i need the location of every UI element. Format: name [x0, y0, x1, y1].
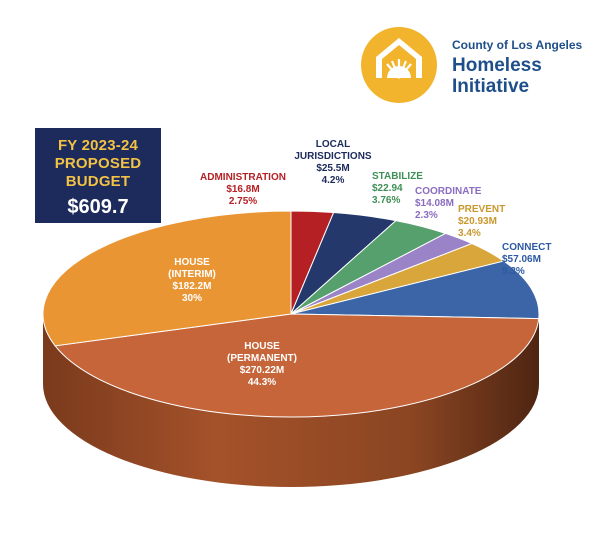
budget-box: FY 2023-24 PROPOSED BUDGET $609.7: [35, 128, 161, 223]
slice-label-2: STABILIZE $22.94 3.76%: [372, 171, 423, 206]
slice-label-line: 9.3%: [502, 266, 525, 277]
slice-label-4: PREVENT $20.93M 3.4%: [458, 204, 505, 239]
budget-line-2: PROPOSED: [54, 155, 142, 172]
slice-label-line: $57.06M: [502, 254, 541, 265]
slice-label-line: $16.8M: [226, 184, 259, 195]
logo-county-text: County of Los Angeles: [452, 38, 583, 52]
budget-amount: $609.7: [67, 196, 129, 218]
slice-label-line: 30%: [182, 293, 202, 304]
slice-label-line: $14.08M: [415, 198, 454, 209]
slice-label-line: ADMINISTRATION: [200, 172, 286, 183]
slice-label-line: LOCAL: [316, 139, 350, 150]
slice-label-line: 2.75%: [229, 196, 257, 207]
slice-label-5: CONNECT $57.06M 9.3%: [502, 242, 551, 277]
slice-label-6: HOUSE (PERMANENT) $270.22M 44.3%: [227, 341, 297, 388]
slice-label-line: 4.2%: [322, 175, 345, 186]
slice-label-line: 3.4%: [458, 228, 481, 239]
slice-label-0: ADMINISTRATION $16.8M 2.75%: [200, 172, 286, 207]
slice-label-line: (INTERIM): [168, 269, 216, 280]
slice-label-line: 44.3%: [248, 377, 276, 388]
slice-label-line: JURISDICTIONS: [294, 151, 372, 162]
slice-label-1: LOCAL JURISDICTIONS $25.5M 4.2%: [294, 139, 372, 186]
slice-label-line: $22.94: [372, 183, 403, 194]
slice-label-line: $25.5M: [316, 163, 349, 174]
slice-label-line: HOUSE: [244, 341, 280, 352]
slice-label-line: STABILIZE: [372, 171, 423, 182]
slice-label-7: HOUSE (INTERIM) $182.2M 30%: [168, 257, 216, 304]
pie-slice-house-permanent: [54, 313, 540, 418]
pie-slice-house-interim: [42, 210, 292, 347]
budget-line-3: BUDGET: [65, 173, 131, 190]
budget-line-1: FY 2023-24: [57, 137, 139, 154]
slice-label-line: $270.22M: [240, 365, 284, 376]
slice-label-line: $20.93M: [458, 216, 497, 227]
sun-house-icon: [361, 27, 437, 103]
slice-label-3: COORDINATE $14.08M 2.3%: [415, 186, 482, 221]
pie-side-wall: [43, 314, 539, 487]
slice-label-line: COORDINATE: [415, 186, 482, 197]
logo-title-text: Homeless Initiative: [452, 55, 542, 97]
slice-label-line: $182.2M: [173, 281, 212, 292]
slice-label-line: CONNECT: [502, 242, 551, 253]
pie-slice-connect: [290, 260, 540, 320]
slice-label-line: PREVENT: [458, 204, 505, 215]
slice-label-line: 2.3%: [415, 210, 438, 221]
slice-label-line: (PERMANENT): [227, 353, 297, 364]
slice-label-line: 3.76%: [372, 195, 400, 206]
slice-label-line: HOUSE: [174, 257, 210, 268]
homeless-initiative-logo: County of Los Angeles Homeless Initiativ…: [360, 26, 585, 116]
